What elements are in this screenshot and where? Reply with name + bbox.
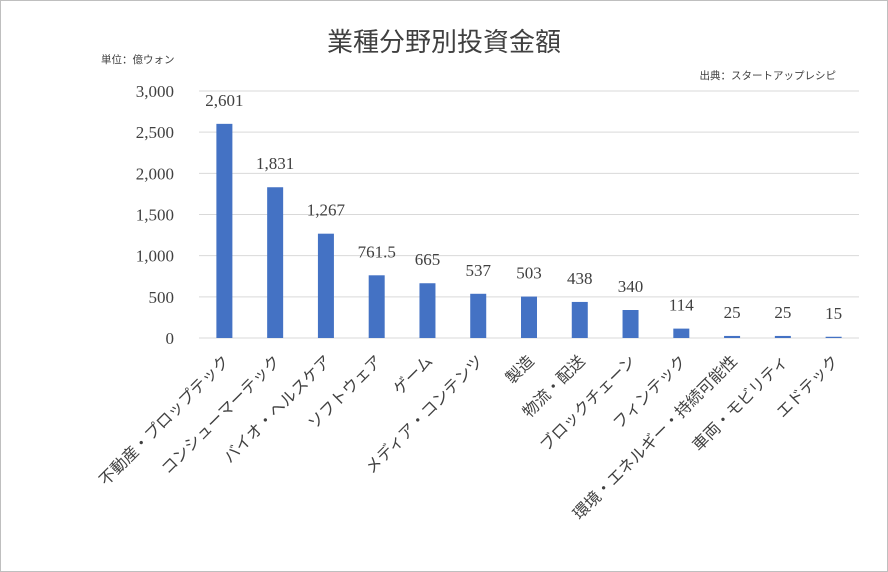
y-tick-label: 500	[149, 288, 175, 307]
category-label: 製造	[502, 351, 538, 387]
bar	[724, 335, 741, 338]
data-label: 114	[669, 296, 694, 315]
data-label: 438	[567, 269, 593, 288]
chart-title: 業種分野別投資金額	[327, 28, 561, 58]
data-label: 665	[415, 250, 441, 269]
bar	[774, 335, 791, 338]
bars	[216, 123, 842, 338]
y-tick-label: 2,500	[136, 123, 174, 142]
data-labels: 2,601 1,831 1,267 761.5 665 537 503 438 340 114 25…	[205, 91, 842, 323]
data-label: 1,831	[256, 154, 294, 173]
category-label: ゲーム	[389, 351, 436, 398]
y-tick-label: 0	[166, 329, 175, 348]
bar	[825, 336, 842, 338]
bar	[419, 283, 436, 338]
unit-note: 単位：億ウォン	[101, 53, 175, 66]
bar	[267, 187, 284, 338]
y-tick-label: 1,500	[136, 206, 174, 225]
gridlines	[199, 90, 859, 339]
data-label: 15	[825, 304, 842, 323]
data-label: 340	[618, 277, 644, 296]
data-label: 1,267	[307, 201, 346, 220]
bar	[216, 123, 233, 338]
data-label: 503	[516, 264, 542, 283]
data-label: 25	[774, 303, 791, 322]
bar	[622, 310, 639, 338]
y-tick-label: 2,000	[136, 164, 174, 183]
bar	[317, 233, 334, 338]
data-label: 761.5	[358, 242, 396, 261]
data-label: 537	[465, 261, 491, 280]
source-note: 出典：スタートアップレシピ	[700, 69, 837, 82]
data-label: 25	[724, 303, 741, 322]
bar	[673, 328, 690, 338]
data-label: 2,601	[205, 91, 243, 110]
bar	[521, 296, 537, 338]
y-tick-label: 1,000	[136, 247, 174, 266]
bar	[470, 293, 487, 338]
bar	[368, 275, 385, 338]
y-tick-label: 3,000	[136, 82, 174, 101]
y-axis-ticks: 0 500 1,000 1,500 2,000 2,500 3,000	[136, 82, 174, 348]
bar	[571, 301, 588, 338]
